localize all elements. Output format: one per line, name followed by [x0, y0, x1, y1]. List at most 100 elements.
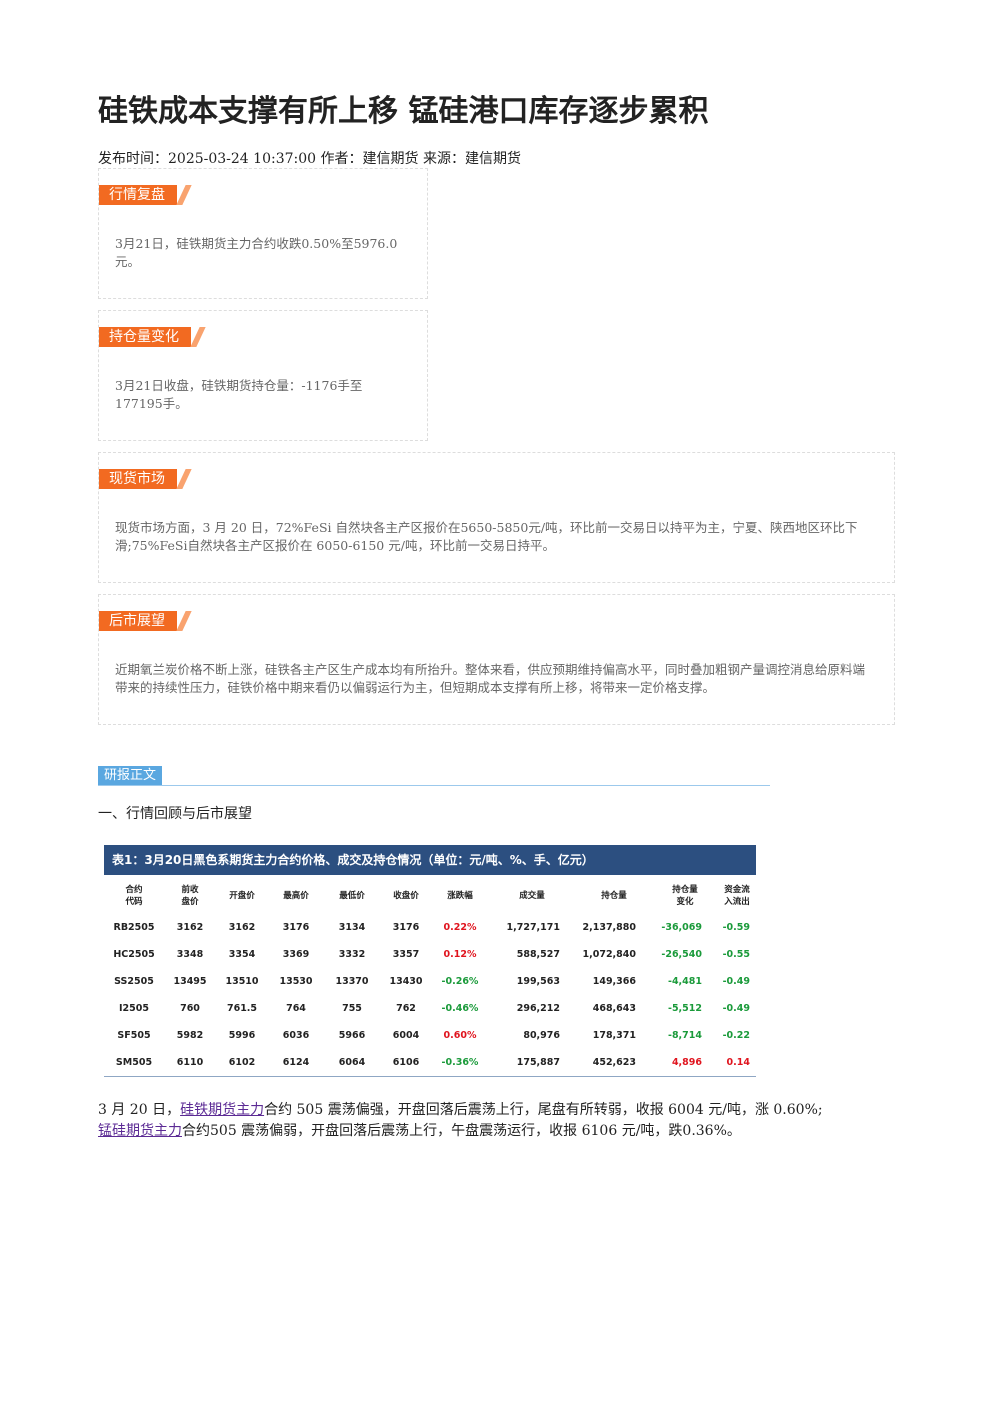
table-cell: 3176: [282, 922, 310, 933]
table-cell: -0.49: [722, 976, 750, 987]
table-cell: 3162: [176, 922, 204, 933]
table-cell: 755: [342, 1003, 362, 1014]
section-text: 近期氧兰炭价格不断上涨，硅铁各主产区生产成本均有所抬升。整体来看，供应预期维持偏…: [115, 662, 866, 695]
section-tag: 持仓量变化: [99, 327, 191, 347]
table-cell: -0.46%: [441, 1003, 479, 1014]
column-header: 前收 盘价: [181, 885, 199, 907]
table-cell: -4,481: [668, 976, 702, 987]
table-cell: 296,212: [516, 1003, 560, 1014]
table-cell: SF505: [117, 1030, 151, 1041]
table-cell: 6004: [392, 1030, 420, 1041]
heading: 一、行情回顾与后市展望: [98, 806, 252, 822]
table-cell: 13495: [173, 976, 207, 987]
column-header: 收盘价: [393, 891, 419, 901]
section-box: 行情复盘 3月21日，硅铁期货主力合约收跌0.50%至5976.0元。: [98, 168, 428, 299]
table-cell: -8,714: [668, 1030, 702, 1041]
section-text: 现货市场方面，3 月 20 日，72%FeSi 自然块各主产区报价在5650-5…: [115, 520, 858, 553]
table-cell: 3176: [392, 922, 420, 933]
text: 合约505 震荡偏弱，开盘回落后震荡上行，午盘震荡运行，收报 6106 元/吨，…: [182, 1123, 741, 1139]
table-cell: 13370: [335, 976, 369, 987]
paragraph: 3 月 20 日，硅铁期货主力合约 505 震荡偏强，开盘回落后震荡上行，尾盘有…: [98, 1100, 898, 1142]
section-tag: 后市展望: [99, 611, 177, 631]
column-header: 持仓量 变化: [672, 885, 698, 907]
table-cell: 762: [396, 1003, 416, 1014]
column-header: 成交量: [519, 891, 545, 901]
table-cell: 0.14: [726, 1057, 750, 1068]
table-cell: 764: [286, 1003, 306, 1014]
text: 3 月 20 日，: [98, 1102, 181, 1118]
table-cell: -0.55: [722, 949, 750, 960]
table-cell: 6110: [176, 1057, 204, 1068]
table-row: HC2505 3348 3354 3369 3332 3357 0.12% 588,527 1,…: [104, 941, 756, 968]
table-cell: 588,527: [516, 949, 560, 960]
table-cell: -5,512: [668, 1003, 702, 1014]
section-box: 持仓量变化 3月21日收盘，硅铁期货持仓量：-1176手至177195手。: [98, 310, 428, 441]
table-cell: -26,540: [661, 949, 702, 960]
table-cell: 13530: [279, 976, 313, 987]
table-cell: SS2505: [114, 976, 154, 987]
table-cell: 760: [180, 1003, 200, 1014]
column-header: 资金流 入流出: [724, 885, 750, 907]
section-tag: 现货市场: [99, 469, 177, 489]
column-header: 涨跌幅: [447, 891, 473, 901]
table-cell: 3134: [338, 922, 366, 933]
table-cell: -36,069: [661, 922, 702, 933]
column-header: 合约 代码: [125, 885, 143, 907]
column-header: 开盘价: [229, 891, 255, 901]
table-cell: 5996: [228, 1030, 256, 1041]
table-cell: 3369: [282, 949, 310, 960]
table-cell: 3348: [176, 949, 204, 960]
table-cell: 761.5: [226, 1003, 258, 1014]
table-cell: 6124: [282, 1057, 310, 1068]
table-cell: 0.22%: [443, 922, 477, 933]
table-cell: 80,976: [523, 1030, 560, 1041]
table-caption: 表1：3月20日黑色系期货主力合约价格、成交及持仓情况（单位：元/吨、%、手、亿…: [104, 845, 756, 875]
section-text: 3月21日，硅铁期货主力合约收跌0.50%至5976.0元。: [115, 236, 398, 269]
title: 硅铁成本支撑有所上移 锰硅港口库存逐步累积: [98, 94, 709, 129]
table-row: SS2505 13495 13510 13530 13370 13430 -0.26% 199…: [104, 968, 756, 995]
table-cell: 175,887: [516, 1057, 560, 1068]
table-cell: 3354: [228, 949, 256, 960]
column-header: 最高价: [283, 891, 309, 901]
section-text: 3月21日收盘，硅铁期货持仓量：-1176手至177195手。: [115, 378, 363, 411]
table-cell: 199,563: [516, 976, 560, 987]
table-header: 合约 代码 前收 盘价 开盘价 最高价 最低价 收盘价 涨跌幅 成交量 持仓量 持仓量 变化 资金流…: [104, 878, 756, 914]
table-cell: I2505: [119, 1003, 149, 1014]
table-cell: 13510: [225, 976, 259, 987]
table-cell: 4,896: [671, 1057, 702, 1068]
table-row: SM505 6110 6102 6124 6064 6106 -0.36% 175,887 45…: [104, 1049, 756, 1076]
meta: 发布时间：2025-03-24 10:37:00 作者：建信期货 来源：建信期货: [98, 151, 521, 167]
body-tag: 研报正文: [98, 766, 163, 786]
table-cell: 13430: [389, 976, 423, 987]
table-cell: 468,643: [592, 1003, 636, 1014]
table-cell: 6064: [338, 1057, 366, 1068]
table-cell: -0.59: [722, 922, 750, 933]
table-cell: 6106: [392, 1057, 420, 1068]
table-cell: 1,727,171: [506, 922, 561, 933]
table-row: SF505 5982 5996 6036 5966 6004 0.60% 80,976 178,…: [104, 1022, 756, 1049]
table-cell: 1,072,840: [582, 949, 637, 960]
table-cell: 3357: [392, 949, 420, 960]
table: 合约 代码 前收 盘价 开盘价 最高价 最低价 收盘价 涨跌幅 成交量 持仓量 持仓量 变化 资金流…: [104, 878, 756, 1077]
table-cell: 3332: [338, 949, 366, 960]
column-header: 最低价: [339, 891, 365, 901]
link[interactable]: 锰硅期货主力: [98, 1123, 182, 1139]
link[interactable]: 硅铁期货主力: [180, 1102, 265, 1118]
text: 合约 505 震荡偏强，开盘回落后震荡上行，尾盘有所转弱，收报 6004 元/吨…: [264, 1102, 823, 1118]
section-box: 现货市场 现货市场方面，3 月 20 日，72%FeSi 自然块各主产区报价在5…: [98, 452, 895, 583]
section-box: 后市展望 近期氧兰炭价格不断上涨，硅铁各主产区生产成本均有所抬升。整体来看，供应…: [98, 594, 895, 725]
table-cell: 6102: [228, 1057, 256, 1068]
table-cell: SM505: [115, 1057, 153, 1068]
table-cell: 0.60%: [443, 1030, 477, 1041]
table-cell: 5966: [338, 1030, 366, 1041]
table-row: RB2505 3162 3162 3176 3134 3176 0.22% 1,727,171…: [104, 914, 756, 941]
table-cell: -0.26%: [441, 976, 479, 987]
table-cell: -0.49: [722, 1003, 750, 1014]
table-cell: RB2505: [113, 922, 155, 933]
table-cell: 5982: [176, 1030, 204, 1041]
table-cell: 452,623: [592, 1057, 636, 1068]
table-cell: 3162: [228, 922, 256, 933]
table-row: I2505 760 761.5 764 755 762 -0.46% 296,212 468,6…: [104, 995, 756, 1022]
section-tag: 行情复盘: [99, 185, 177, 205]
